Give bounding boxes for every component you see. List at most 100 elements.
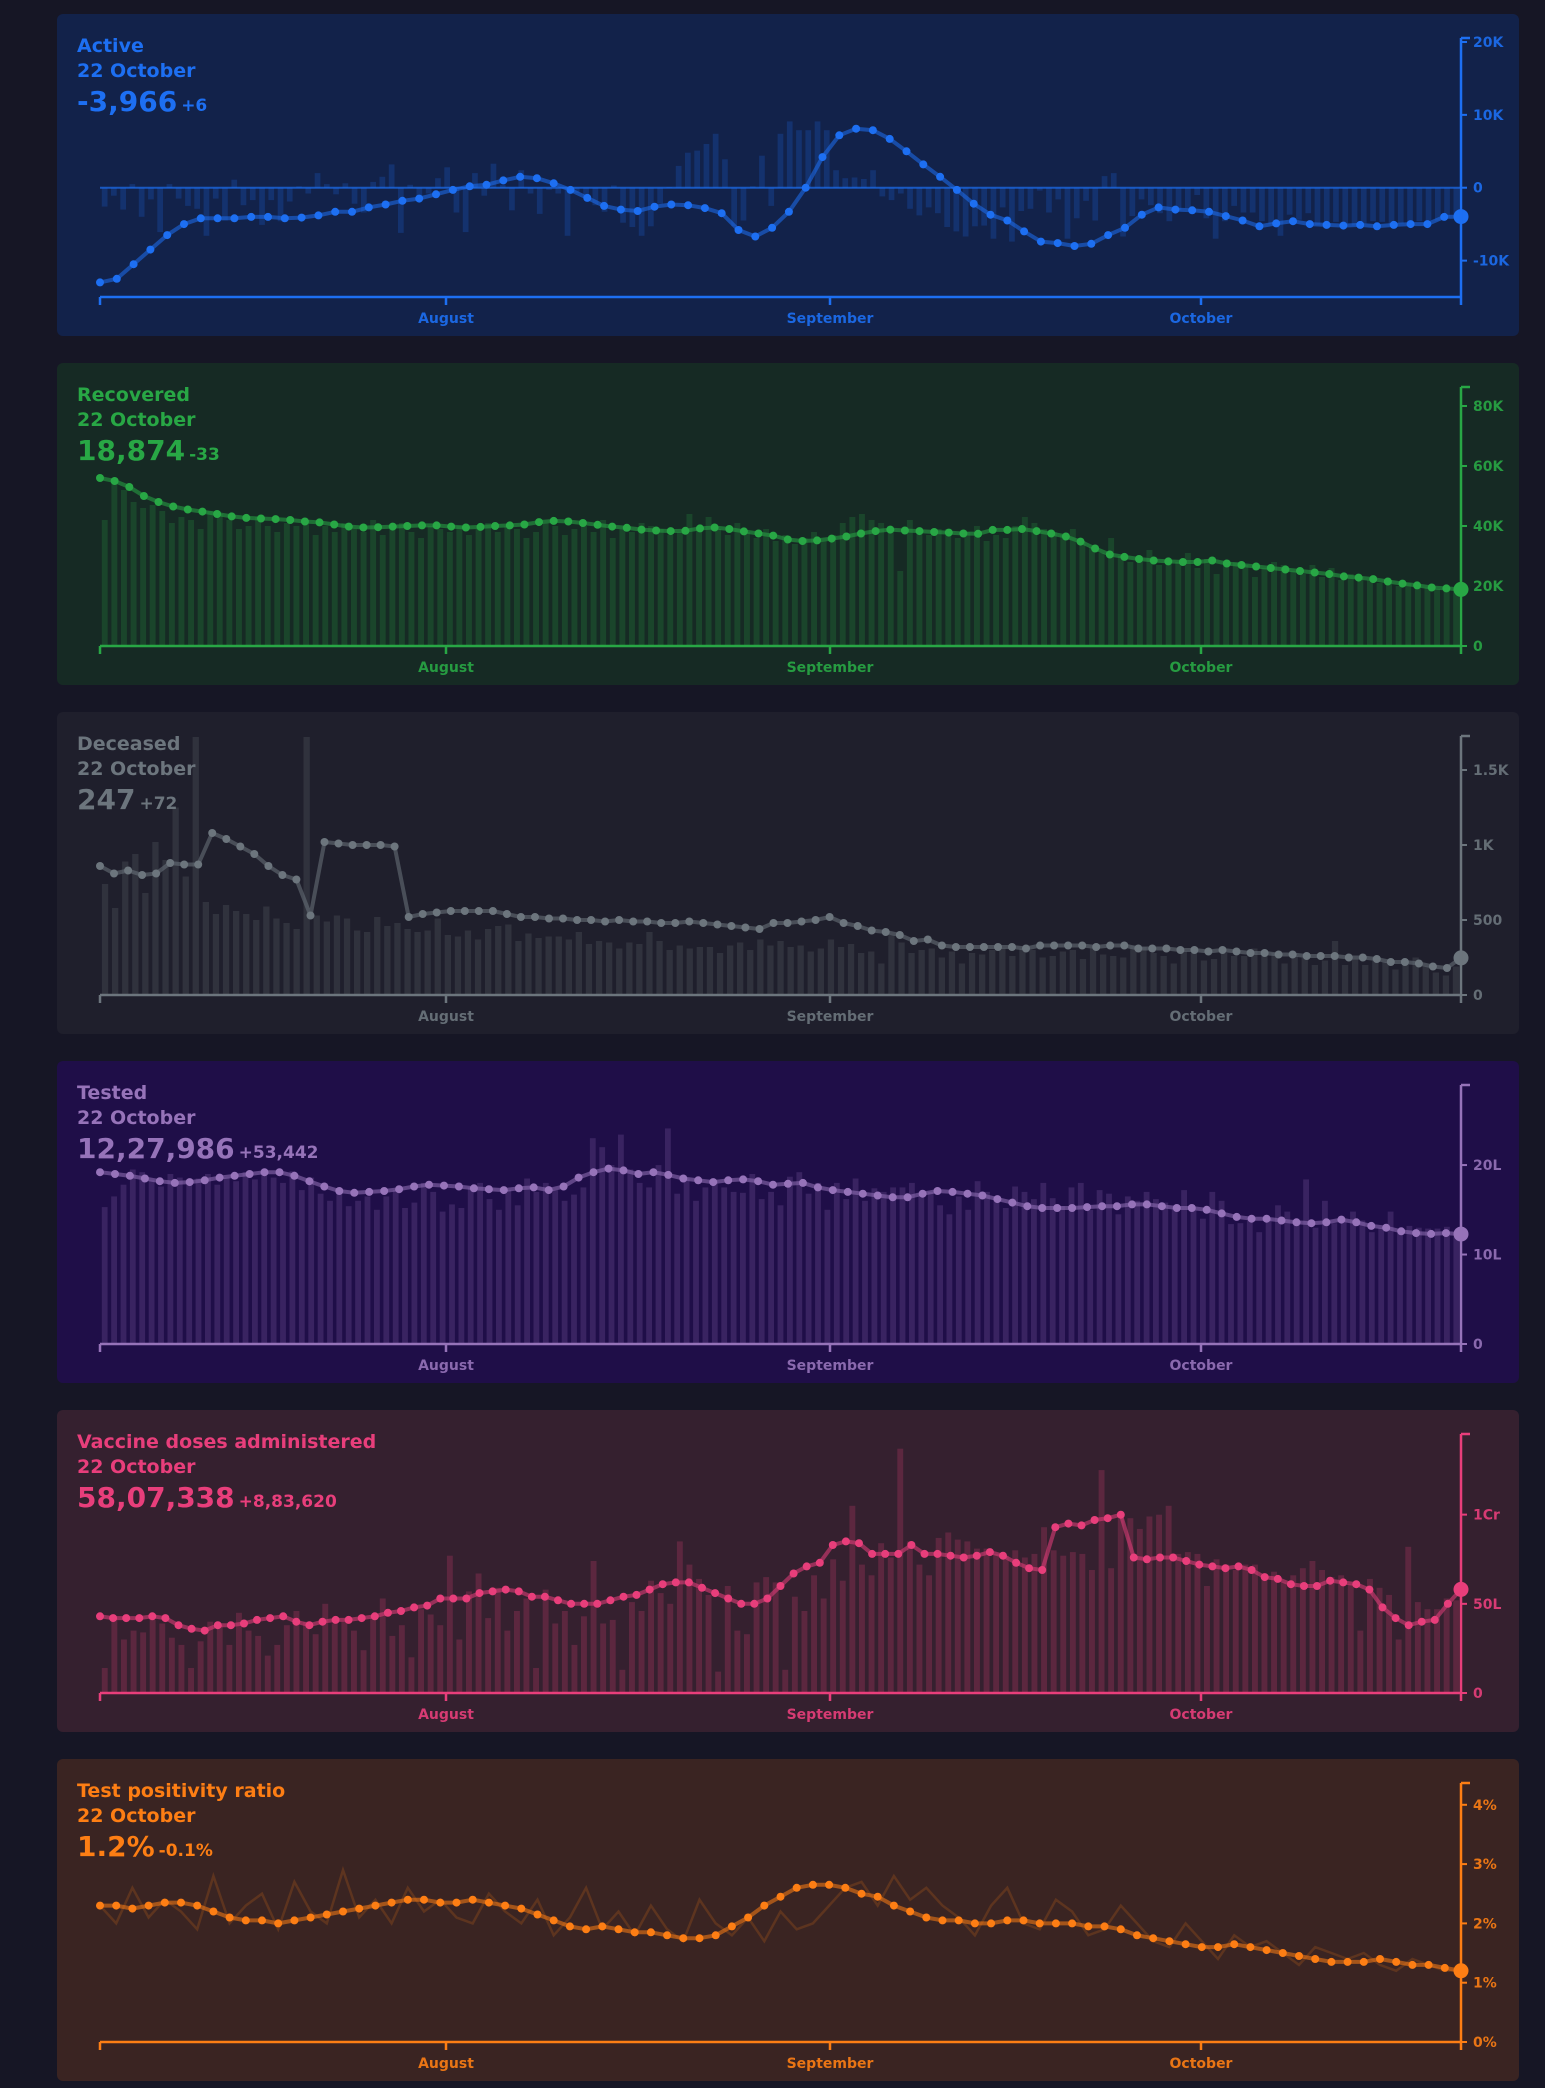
data-point <box>1292 1218 1301 1227</box>
bar <box>705 517 712 646</box>
data-point <box>630 1928 639 1937</box>
data-point <box>222 835 231 843</box>
data-point <box>671 1578 680 1587</box>
bar <box>1442 975 1450 995</box>
bar <box>1303 1179 1309 1344</box>
bar <box>236 529 242 646</box>
bar <box>546 187 552 190</box>
chart-panel-test-positivity-ratio[interactable]: Test positivity ratio 22 October 1.2% -0.1%… <box>57 1759 1519 2081</box>
data-point <box>1187 1204 1196 1212</box>
data-point <box>544 1186 553 1195</box>
bar <box>317 1193 324 1344</box>
bar <box>402 1208 408 1344</box>
data-point <box>1260 949 1269 957</box>
current-value: 247 <box>77 783 136 816</box>
data-point <box>350 1188 359 1197</box>
bar <box>1157 187 1163 214</box>
bar <box>298 1190 305 1344</box>
bar <box>1210 959 1218 995</box>
bar <box>627 1169 634 1344</box>
y-tick-label: 500 <box>1473 913 1502 929</box>
data-point <box>1197 1943 1206 1952</box>
data-point <box>852 124 861 133</box>
bar <box>878 523 885 646</box>
data-point <box>163 231 172 240</box>
bar <box>1309 565 1316 646</box>
data-point <box>505 521 514 530</box>
bar <box>811 532 817 646</box>
bar <box>715 529 722 646</box>
bar <box>533 1668 539 1693</box>
chart-panel-deceased[interactable]: Deceased 22 October 247 +72 August September O… <box>57 712 1519 1034</box>
bar <box>983 541 990 646</box>
bar <box>168 1637 175 1693</box>
data-point <box>390 842 399 851</box>
bar <box>1194 187 1200 195</box>
x-tick-label: August <box>418 1009 474 1025</box>
data-point <box>1222 559 1231 568</box>
bar <box>817 948 824 995</box>
bar <box>303 737 310 995</box>
bar <box>341 523 348 646</box>
data-point <box>634 1170 643 1178</box>
bar <box>274 1644 281 1693</box>
data-point <box>798 1178 807 1187</box>
chart-date: 22 October <box>77 60 196 82</box>
data-point <box>1121 223 1129 232</box>
bar <box>1059 1206 1065 1344</box>
bar <box>1376 583 1383 646</box>
bar <box>542 523 549 646</box>
delta-value: +8,83,620 <box>238 1492 337 1512</box>
bar <box>1002 1555 1009 1693</box>
bar <box>796 130 802 188</box>
data-point <box>425 1180 433 1189</box>
data-point <box>1266 564 1275 572</box>
data-point <box>906 1907 915 1916</box>
chart-svg: August September October 4% 3% 2% 1% 0% <box>96 1781 1497 2072</box>
data-point <box>1106 941 1115 950</box>
chart-panel-recovered[interactable]: Recovered 22 October 18,874 -33 August Septem… <box>57 363 1519 685</box>
data-point <box>835 131 844 140</box>
chart-panel-tested[interactable]: Tested 22 October 12,27,986 +53,442 August Se… <box>57 1061 1519 1383</box>
bar <box>322 526 329 646</box>
bar <box>954 1539 961 1693</box>
data-point <box>501 1901 510 1910</box>
bar <box>1367 580 1373 646</box>
bar <box>686 1564 693 1693</box>
bar <box>1153 1199 1159 1344</box>
current-value: 1.2% <box>77 1830 155 1863</box>
data-point <box>549 516 558 525</box>
data-point <box>462 1594 471 1603</box>
bar <box>1414 1602 1421 1693</box>
bar <box>101 520 108 646</box>
bar <box>555 187 562 194</box>
bar <box>801 538 808 646</box>
data-point <box>1443 964 1451 972</box>
bar <box>364 1196 371 1344</box>
bar <box>195 1178 202 1344</box>
data-point <box>769 1180 777 1189</box>
data-point <box>1120 941 1129 950</box>
data-point <box>112 274 121 283</box>
data-point <box>297 213 306 222</box>
bar <box>937 1205 943 1344</box>
bar <box>477 1182 483 1344</box>
bar <box>899 1187 906 1344</box>
bar <box>1021 517 1028 646</box>
data-point <box>1221 212 1230 221</box>
data-point <box>258 1916 266 1925</box>
chart-panel-vaccine-doses-administered[interactable]: Vaccine doses administered 22 October 58,0… <box>57 1410 1519 1732</box>
bar <box>730 1191 737 1344</box>
bar <box>927 1191 934 1344</box>
data-point <box>737 1599 746 1608</box>
data-point <box>1412 1229 1421 1238</box>
bar <box>226 1644 233 1693</box>
bar <box>657 529 664 646</box>
data-point <box>139 492 148 500</box>
bar <box>505 1190 512 1344</box>
chart-panel-active[interactable]: Active 22 October -3,966 +6 August September O… <box>57 14 1519 336</box>
bar <box>974 526 980 646</box>
bar <box>1050 1550 1057 1693</box>
data-point <box>578 519 587 527</box>
bar <box>1049 956 1056 995</box>
